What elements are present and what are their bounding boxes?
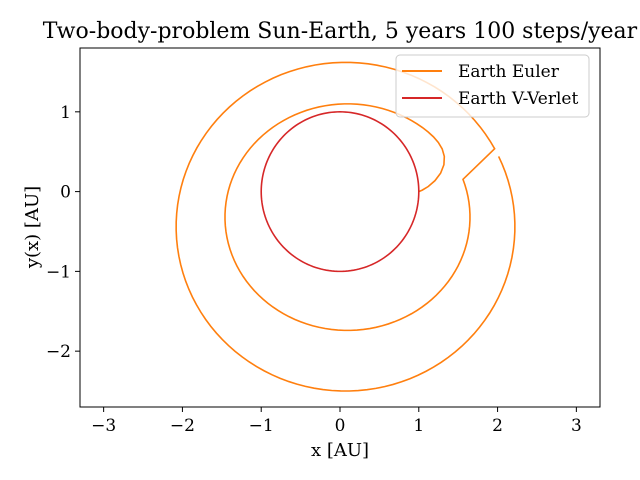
x-tick-label: 2: [492, 416, 503, 436]
x-tick-label: 3: [571, 416, 582, 436]
legend-label-verlet: Earth V-Verlet: [458, 89, 578, 109]
y-axis: −2 −1 0 1: [46, 103, 80, 362]
y-tick-label: 1: [60, 103, 71, 123]
legend-box: [395, 54, 590, 118]
x-axis-label: x [AU]: [311, 440, 369, 461]
x-axis: −3 −2 −1 0 1 2 3: [91, 407, 582, 436]
legend-label-euler: Earth Euler: [458, 62, 560, 82]
x-tick-label: −1: [249, 416, 274, 436]
series-line-earth-v-verlet: [260, 111, 420, 273]
y-axis-label: y(x) [AU]: [22, 186, 43, 269]
x-tick-label: −2: [170, 416, 195, 436]
y-tick-label: −2: [46, 342, 71, 362]
x-tick-label: 1: [413, 416, 424, 436]
chart-title: Two-body-problem Sun-Earth, 5 years 100 …: [43, 19, 638, 44]
y-tick-label: 0: [60, 183, 71, 203]
plot-area: [175, 61, 516, 392]
series-line-earth-euler: [175, 61, 516, 392]
y-tick-label: −1: [46, 262, 71, 282]
legend: Earth Euler Earth V-Verlet: [395, 54, 590, 118]
x-tick-label: −3: [91, 416, 116, 436]
x-tick-label: 0: [335, 416, 346, 436]
